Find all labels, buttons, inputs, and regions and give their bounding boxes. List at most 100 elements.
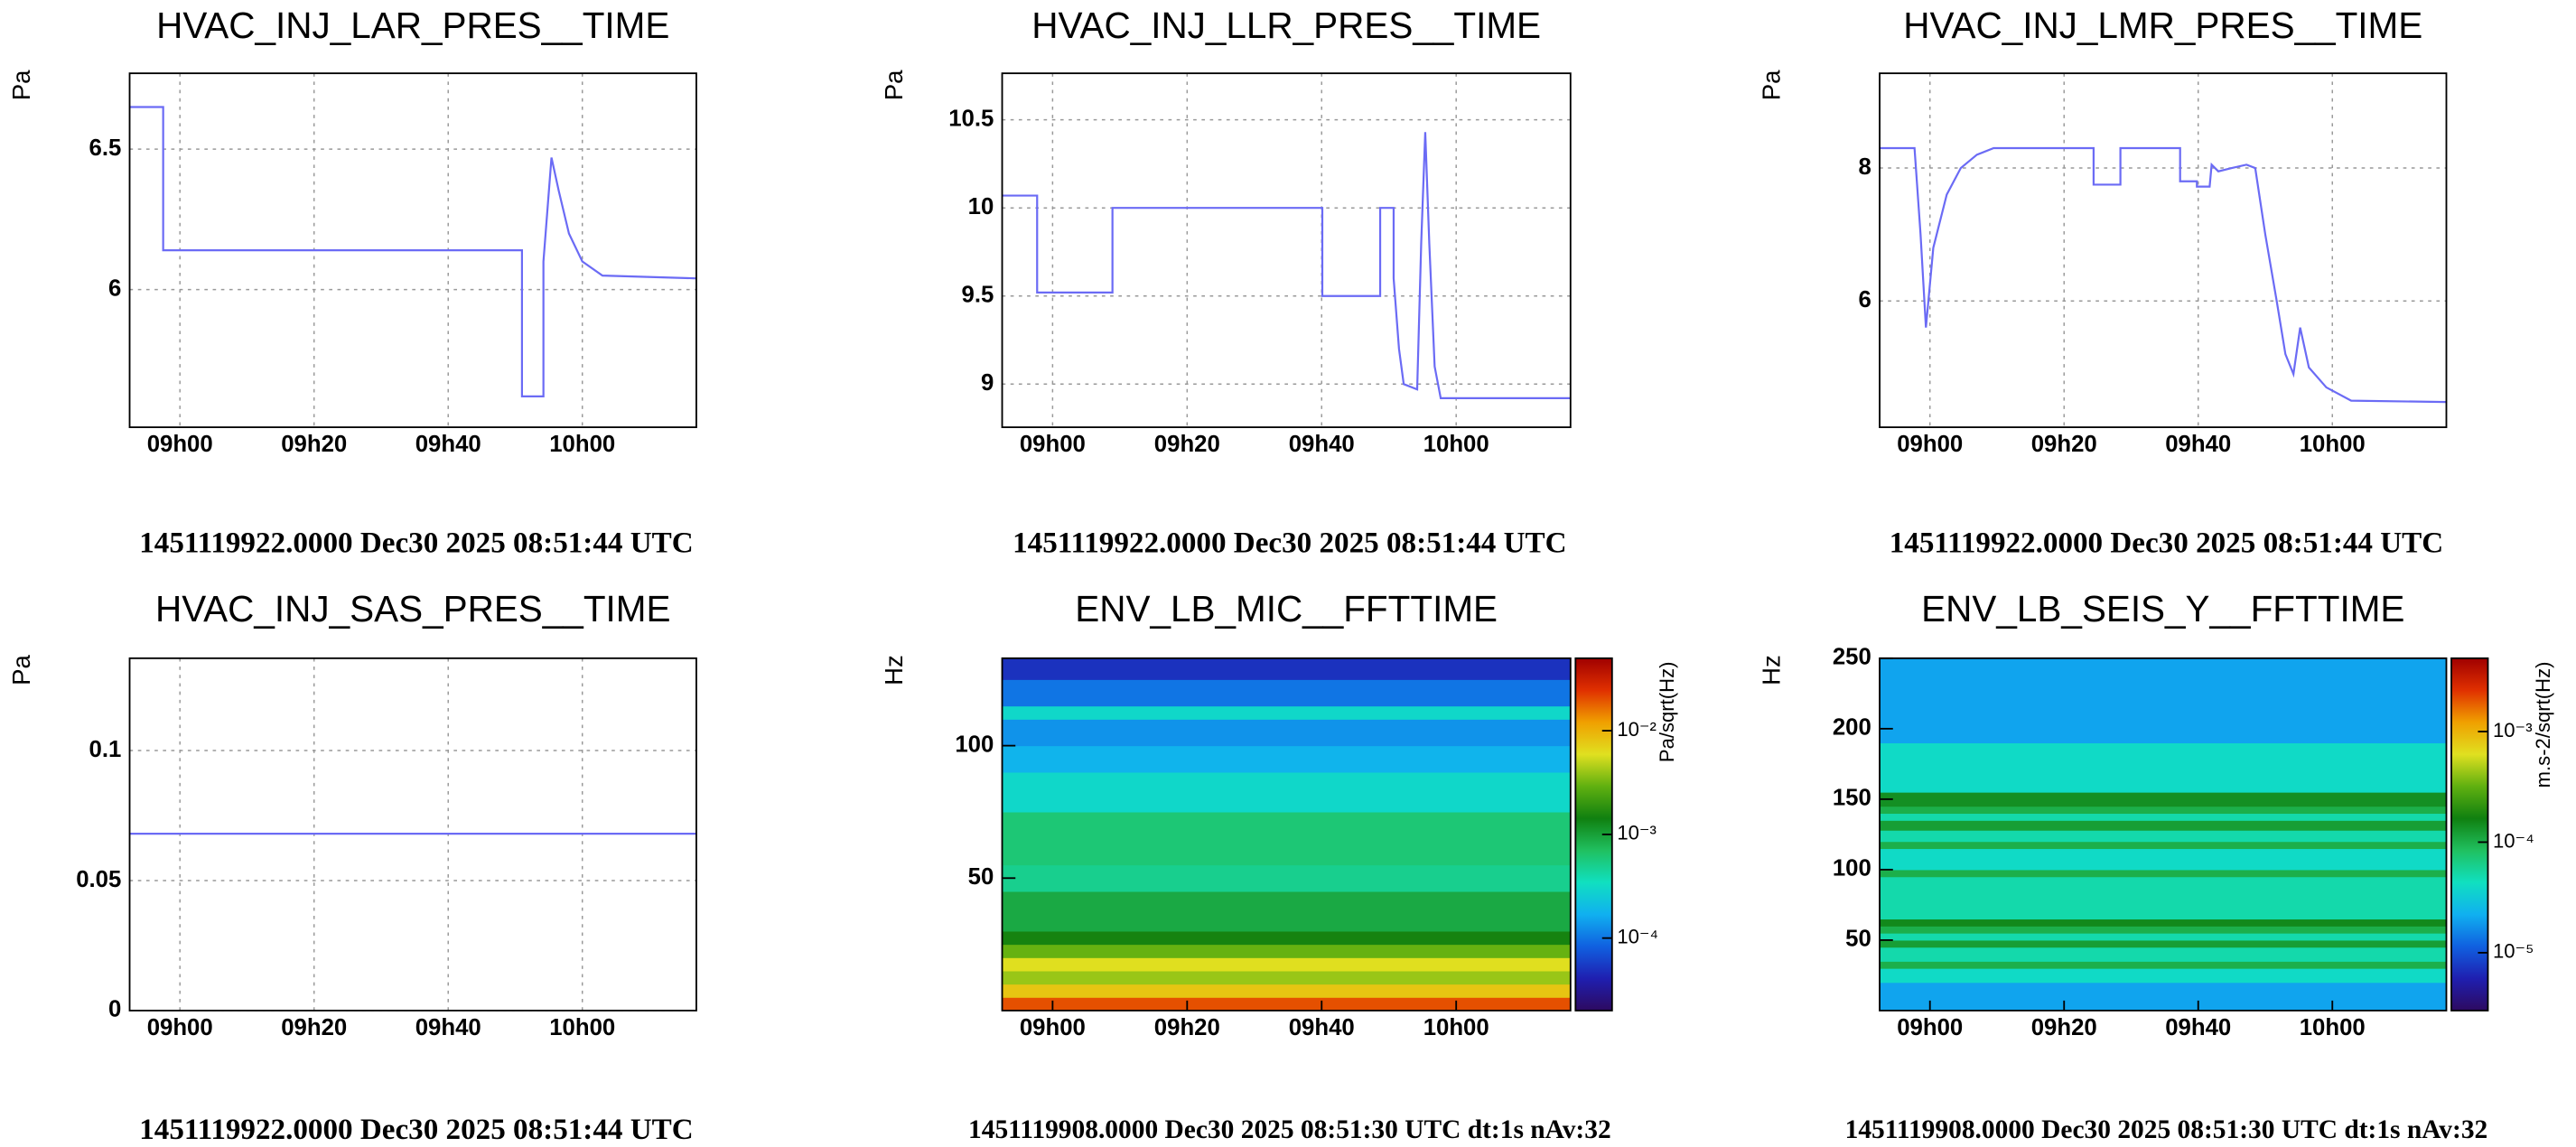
heatmap-cell: [1880, 982, 2447, 1012]
plot-frame: [128, 657, 697, 1012]
x-tick-label: 09h20: [1154, 1015, 1220, 1040]
y-tick-label: 150: [1833, 786, 1871, 811]
heatmap-cell: [1880, 926, 2447, 934]
y-tick-label: 0: [108, 997, 121, 1022]
chart-title: HVAC_INJ_LMR_PRES__TIME: [1903, 5, 2422, 46]
caption: 1451119922.0000 Dec30 2025 08:51:44 UTC: [1013, 526, 1566, 559]
heatmap-cell: [1880, 830, 2447, 843]
heatmap-cell: [1002, 771, 1571, 813]
y-tick-label: 8: [1859, 154, 1871, 180]
chart-title: HVAC_INJ_LAR_PRES__TIME: [156, 5, 669, 46]
y-axis-label: Pa: [880, 70, 908, 100]
x-tick-label: 09h20: [2031, 432, 2097, 457]
x-tick-label: 09h20: [1154, 432, 1220, 457]
x-tick-label: 09h40: [2165, 1015, 2231, 1040]
data-line: [1002, 132, 1571, 400]
colorbar: [2450, 657, 2489, 1012]
heatmap-cell: [1880, 657, 2447, 744]
heatmap-cell: [1002, 705, 1571, 720]
x-tick-label: 09h00: [1020, 1015, 1086, 1040]
heatmap-cell: [1002, 719, 1571, 747]
heatmap-cell: [1880, 919, 2447, 927]
caption: 1451119922.0000 Dec30 2025 08:51:44 UTC: [139, 526, 693, 559]
x-tick-label: 10h00: [549, 432, 615, 457]
heatmap-cell: [1002, 944, 1571, 958]
x-tick-label: 09h40: [1289, 1015, 1355, 1040]
x-tick-label: 09h20: [2031, 1015, 2097, 1040]
data-line: [1880, 146, 2447, 404]
data-line: [129, 106, 696, 397]
heatmap-cell: [1880, 947, 2447, 962]
plot-frame: [128, 72, 697, 429]
heatmap-cell: [1880, 742, 2447, 793]
heatmap-cell: [1880, 841, 2447, 850]
plot-frame: [1001, 72, 1572, 429]
heatmap-cell: [1880, 792, 2447, 807]
panel: HVAC_INJ_SAS_PRES__TIME 1451119922.0000 D…: [7, 588, 697, 1146]
y-axis-label: Pa: [1758, 70, 1786, 100]
y-tick-label: 100: [955, 732, 994, 757]
heatmap-cell: [1002, 657, 1571, 680]
colorbar-label: m.s-2/sqrt(Hz): [2532, 662, 2554, 788]
heatmap-cell: [1880, 968, 2447, 984]
heatmap-cell: [1880, 813, 2447, 821]
heatmap-cell: [1880, 869, 2447, 878]
heatmap-cell: [1880, 848, 2447, 871]
x-tick-label: 10h00: [1423, 432, 1489, 457]
y-tick-label: 9.5: [962, 283, 994, 308]
panel: HVAC_INJ_LLR_PRES__TIME 1451119922.0000 D…: [880, 5, 1572, 559]
chart-title: HVAC_INJ_LLR_PRES__TIME: [1031, 5, 1541, 46]
heatmap-cell: [1880, 876, 2447, 920]
chart-title: ENV_LB_MIC__FFTTIME: [1075, 588, 1498, 629]
y-tick-label: 50: [968, 864, 994, 890]
y-tick-label: 0.05: [76, 867, 121, 892]
x-tick-label: 09h40: [1289, 432, 1355, 457]
y-axis-label: Pa: [7, 70, 35, 100]
heatmap-cell: [1002, 891, 1571, 932]
chart-title: ENV_LB_SEIS_Y__FFTTIME: [1921, 588, 2404, 629]
panel: HVAC_INJ_LMR_PRES__TIME 1451119922.0000 D…: [1758, 5, 2448, 559]
panel: HVAC_INJ_LAR_PRES__TIME 1451119922.0000 D…: [7, 5, 697, 559]
plot-frame: [1001, 657, 1572, 1012]
x-tick-label: 10h00: [549, 1015, 615, 1040]
caption: 1451119922.0000 Dec30 2025 08:51:44 UTC: [139, 1113, 693, 1146]
y-axis-label: Pa: [7, 655, 35, 685]
heatmap-cell: [1002, 811, 1571, 866]
x-tick-label: 10h00: [1423, 1015, 1489, 1040]
heatmap-cell: [1002, 745, 1571, 773]
y-tick-label: 10: [968, 194, 994, 219]
x-tick-label: 09h00: [147, 1015, 213, 1040]
plot-frame: [1879, 657, 2448, 1012]
y-axis-label: Hz: [1758, 655, 1786, 685]
x-tick-label: 09h00: [1020, 432, 1086, 457]
y-axis-label: Hz: [880, 655, 908, 685]
x-tick-label: 09h40: [415, 432, 481, 457]
heatmap-cell: [1880, 820, 2447, 831]
y-tick-label: 250: [1833, 645, 1871, 670]
caption: 1451119908.0000 Dec30 2025 08:51:30 UTC …: [1845, 1115, 2488, 1144]
heatmap-cell: [1002, 930, 1571, 946]
heatmap-cell: [1880, 933, 2447, 941]
y-tick-label: 6: [1859, 287, 1871, 312]
colorbar-tick-label: 10⁻³: [2493, 719, 2533, 741]
colorbar-tick-label: 10⁻³: [1617, 822, 1657, 844]
x-tick-label: 09h00: [147, 432, 213, 457]
heatmap-cell: [1002, 957, 1571, 972]
x-tick-label: 09h20: [281, 1015, 347, 1040]
y-tick-label: 9: [981, 370, 994, 396]
heatmap-cell: [1002, 864, 1571, 892]
x-tick-label: 09h00: [1897, 1015, 1963, 1040]
heatmap-cell: [1002, 984, 1571, 998]
y-tick-label: 100: [1833, 856, 1871, 881]
heatmap-cell: [1880, 806, 2447, 815]
y-tick-label: 50: [1845, 927, 1871, 952]
y-tick-label: 10.5: [948, 106, 994, 131]
colorbar-tick-label: 10⁻⁵: [2493, 940, 2534, 963]
plot-frame: [1879, 72, 2448, 429]
y-tick-label: 0.1: [89, 737, 122, 762]
heatmap-cell: [1880, 961, 2447, 969]
panel: ENV_LB_MIC__FFTTIME 1451119908.0000 Dec30…: [880, 588, 1678, 1144]
colorbar-tick-label: 10⁻⁴: [1617, 926, 1658, 948]
